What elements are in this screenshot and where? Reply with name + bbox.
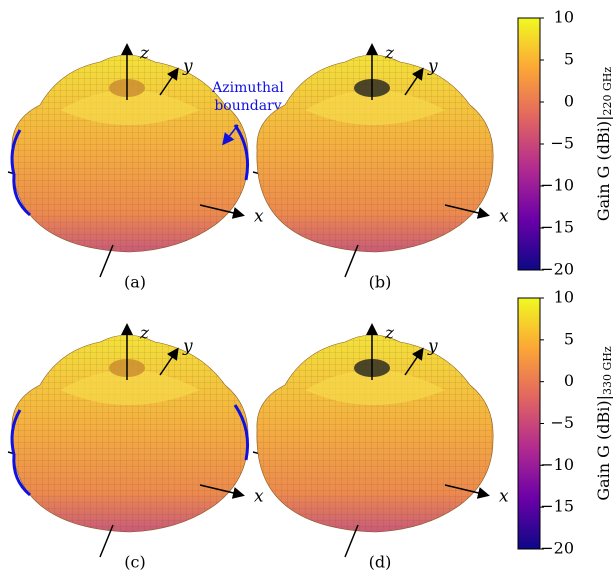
panel-label: (b) [369,273,392,292]
colorbar-tick-label: 0 [564,92,574,111]
axis-label: x [254,207,264,227]
annotation: boundary [214,98,281,114]
colorbar-tick-label: 5 [564,50,574,69]
x-axis [444,204,490,219]
y-axis [159,347,179,376]
y-axis [404,347,424,376]
x-axis [444,484,490,499]
axis-label: z [384,44,395,64]
pattern-lobe [60,370,200,405]
axis-label: y [427,57,438,77]
boundary-line [10,129,31,217]
y-axis [159,67,179,96]
panel: z y x (b) [252,43,509,292]
colorbar-label-main: Gain G (dBi) [594,400,613,500]
axis-label: y [182,337,193,357]
y-axis [404,67,424,96]
annotation: Azimuthal [211,80,284,96]
axis-label: x [499,487,509,507]
annotation-arrow [222,124,239,146]
x-axis [199,204,245,219]
colorbar-tick-label: −15 [540,497,574,516]
boundary-line [233,404,250,461]
axis-line [344,524,359,558]
colorbar-label-bar: | [594,115,613,120]
panel: z y x (d) [252,323,509,572]
pattern-lobe [60,90,200,125]
axis-label: z [384,324,395,344]
panel: z y x (a) Azimuthal boundary [7,43,284,292]
axis-label: x [254,487,264,507]
panel-label: (d) [369,553,392,572]
pattern-lobe [305,370,445,405]
colorbar-tick-label: −10 [540,455,574,474]
colorbar-tick-label: 10 [554,288,574,307]
colorbar-tick-label: −5 [550,413,574,432]
colorbar [517,17,541,271]
axis-label: y [427,337,438,357]
axis-line [99,524,114,558]
panel-label: (a) [124,273,146,292]
colorbar-label: Gain G (dBi)|220 GHz [594,67,615,222]
axis-label: x [499,207,509,227]
colorbar-tick-label: −20 [540,260,574,279]
colorbar [517,297,541,550]
colorbar-tick-label: −5 [550,134,574,153]
axis-line [344,244,359,278]
colorbar-tick-label: −15 [540,218,574,237]
panel-label: (c) [124,553,145,572]
x-axis [199,484,245,499]
colorbar-label: Gain G (dBi)|330 GHz [594,346,615,501]
colorbar-label-bar: | [594,395,613,400]
colorbar-label-subscript: 220 GHz [601,67,614,116]
colorbar-tick-label: 0 [564,371,574,390]
colorbar-tick-label: 5 [564,329,574,348]
colorbar-label-subscript: 330 GHz [601,346,614,395]
pattern-lobe [305,90,445,125]
colorbar-tick-label: 10 [554,8,574,27]
colorbar-tick-label: −20 [540,539,574,558]
axis-label: z [139,44,150,64]
axis-line [99,244,114,278]
panel: z y x (c) [7,323,264,572]
axis-label: y [182,57,193,77]
axis-label: z [139,324,150,344]
boundary-line [233,124,250,181]
boundary-line [10,409,31,497]
colorbar-label-main: Gain G (dBi) [594,121,613,221]
colorbar-tick-label: −10 [540,176,574,195]
